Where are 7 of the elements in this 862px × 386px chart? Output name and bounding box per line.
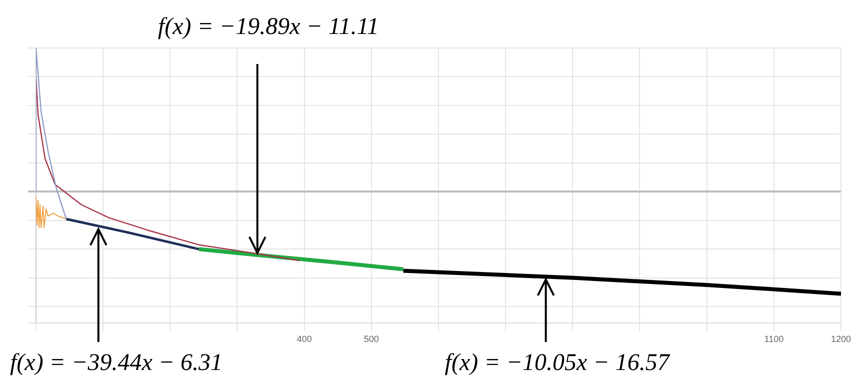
annotation: f(x) = −39.44x − 6.31 [10, 350, 223, 376]
x-tick-label: 500 [364, 334, 379, 344]
annotation: f(x) = −19.89x − 11.11 [158, 14, 379, 40]
x-tick-label: 1200 [830, 334, 852, 344]
x-tick-label: 1100 [764, 334, 784, 344]
annotation: f(x) = −10.05x − 16.57 [444, 350, 670, 376]
x-tick-label: 400 [296, 334, 312, 344]
